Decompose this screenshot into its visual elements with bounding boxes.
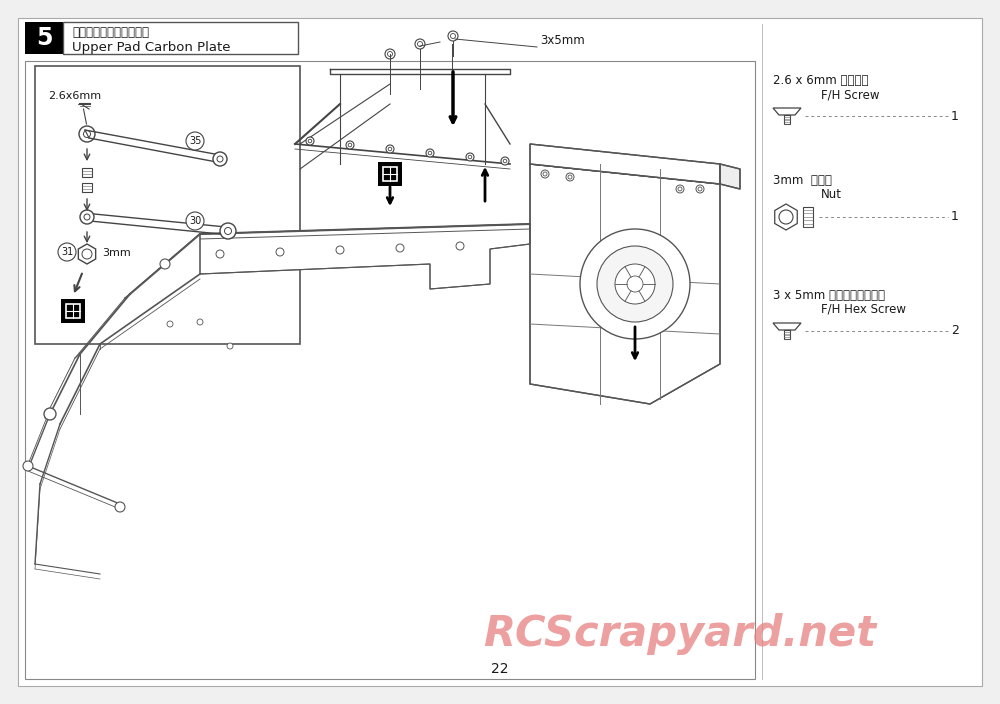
- Circle shape: [167, 321, 173, 327]
- Circle shape: [44, 408, 56, 420]
- Bar: [82, 183, 92, 192]
- Polygon shape: [200, 224, 530, 289]
- Text: 1: 1: [951, 110, 959, 122]
- Polygon shape: [773, 323, 801, 330]
- Circle shape: [84, 214, 90, 220]
- Bar: [378, 162, 402, 186]
- Text: アッパーパッドプレート: アッパーパッドプレート: [72, 25, 149, 39]
- Bar: [82, 168, 92, 177]
- Circle shape: [306, 137, 314, 145]
- Bar: [35, 66, 300, 344]
- Circle shape: [503, 159, 507, 163]
- Bar: [25, 61, 755, 679]
- Circle shape: [227, 343, 233, 349]
- Text: 30: 30: [189, 216, 201, 226]
- Circle shape: [388, 147, 392, 151]
- Text: 3mm: 3mm: [102, 248, 131, 258]
- Text: Upper Pad Carbon Plate: Upper Pad Carbon Plate: [72, 41, 230, 54]
- Circle shape: [386, 145, 394, 153]
- Circle shape: [415, 39, 425, 49]
- Bar: [784, 115, 790, 124]
- Circle shape: [220, 223, 236, 239]
- Text: F/H Hex Screw: F/H Hex Screw: [821, 303, 906, 316]
- Circle shape: [568, 175, 572, 179]
- Text: 1: 1: [951, 210, 959, 223]
- Text: 2: 2: [951, 325, 959, 337]
- Circle shape: [80, 210, 94, 224]
- Circle shape: [79, 126, 95, 142]
- Circle shape: [84, 130, 90, 137]
- Text: 31: 31: [61, 247, 73, 257]
- Circle shape: [468, 155, 472, 159]
- Polygon shape: [530, 144, 720, 184]
- Circle shape: [197, 319, 203, 325]
- Circle shape: [160, 259, 170, 269]
- Text: 3x5mm: 3x5mm: [540, 34, 585, 47]
- Circle shape: [115, 502, 125, 512]
- Circle shape: [450, 34, 456, 39]
- Circle shape: [336, 246, 344, 254]
- Circle shape: [276, 248, 284, 256]
- Circle shape: [566, 173, 574, 181]
- Circle shape: [216, 250, 224, 258]
- Text: 3mm  ナット: 3mm ナット: [773, 174, 832, 187]
- Circle shape: [385, 49, 395, 59]
- Circle shape: [82, 249, 92, 259]
- Circle shape: [627, 276, 643, 292]
- Circle shape: [348, 143, 352, 147]
- Text: RCScrapyard.net: RCScrapyard.net: [483, 613, 877, 655]
- Circle shape: [388, 51, 392, 56]
- Circle shape: [428, 151, 432, 155]
- Bar: [25, 22, 63, 54]
- Text: 3 x 5mm サラヘックスビス: 3 x 5mm サラヘックスビス: [773, 289, 885, 302]
- Polygon shape: [84, 213, 230, 234]
- Bar: [784, 330, 790, 339]
- Circle shape: [217, 156, 223, 162]
- Circle shape: [676, 185, 684, 193]
- Circle shape: [696, 185, 704, 193]
- Circle shape: [58, 243, 76, 261]
- Text: F/H Screw: F/H Screw: [821, 88, 880, 101]
- Text: 5: 5: [36, 26, 52, 50]
- Circle shape: [615, 264, 655, 304]
- Circle shape: [779, 210, 793, 224]
- Bar: [61, 299, 85, 323]
- Polygon shape: [330, 69, 510, 74]
- Circle shape: [396, 244, 404, 252]
- Text: 2.6 x 6mm サラビス: 2.6 x 6mm サラビス: [773, 74, 868, 87]
- Circle shape: [456, 242, 464, 250]
- Text: 2.6x6mm: 2.6x6mm: [48, 91, 101, 101]
- Circle shape: [543, 172, 547, 176]
- Polygon shape: [530, 164, 720, 404]
- Circle shape: [308, 139, 312, 143]
- Circle shape: [213, 152, 227, 166]
- Bar: [383, 168, 397, 181]
- Circle shape: [597, 246, 673, 322]
- Circle shape: [23, 461, 33, 471]
- Circle shape: [501, 157, 509, 165]
- Bar: [63, 22, 298, 54]
- Text: 35: 35: [189, 136, 201, 146]
- Circle shape: [466, 153, 474, 161]
- Circle shape: [224, 227, 232, 234]
- Polygon shape: [720, 164, 740, 189]
- Bar: [803, 207, 813, 227]
- Circle shape: [186, 132, 204, 150]
- Text: Nut: Nut: [821, 188, 842, 201]
- Polygon shape: [78, 244, 96, 264]
- Polygon shape: [775, 204, 797, 230]
- Polygon shape: [773, 108, 801, 115]
- Circle shape: [678, 187, 682, 191]
- Circle shape: [580, 229, 690, 339]
- Polygon shape: [85, 130, 222, 163]
- Circle shape: [426, 149, 434, 157]
- Circle shape: [698, 187, 702, 191]
- Circle shape: [346, 141, 354, 149]
- Bar: [66, 304, 80, 318]
- Circle shape: [448, 31, 458, 41]
- Text: 22: 22: [491, 662, 509, 676]
- Circle shape: [418, 42, 422, 46]
- Circle shape: [186, 212, 204, 230]
- Circle shape: [541, 170, 549, 178]
